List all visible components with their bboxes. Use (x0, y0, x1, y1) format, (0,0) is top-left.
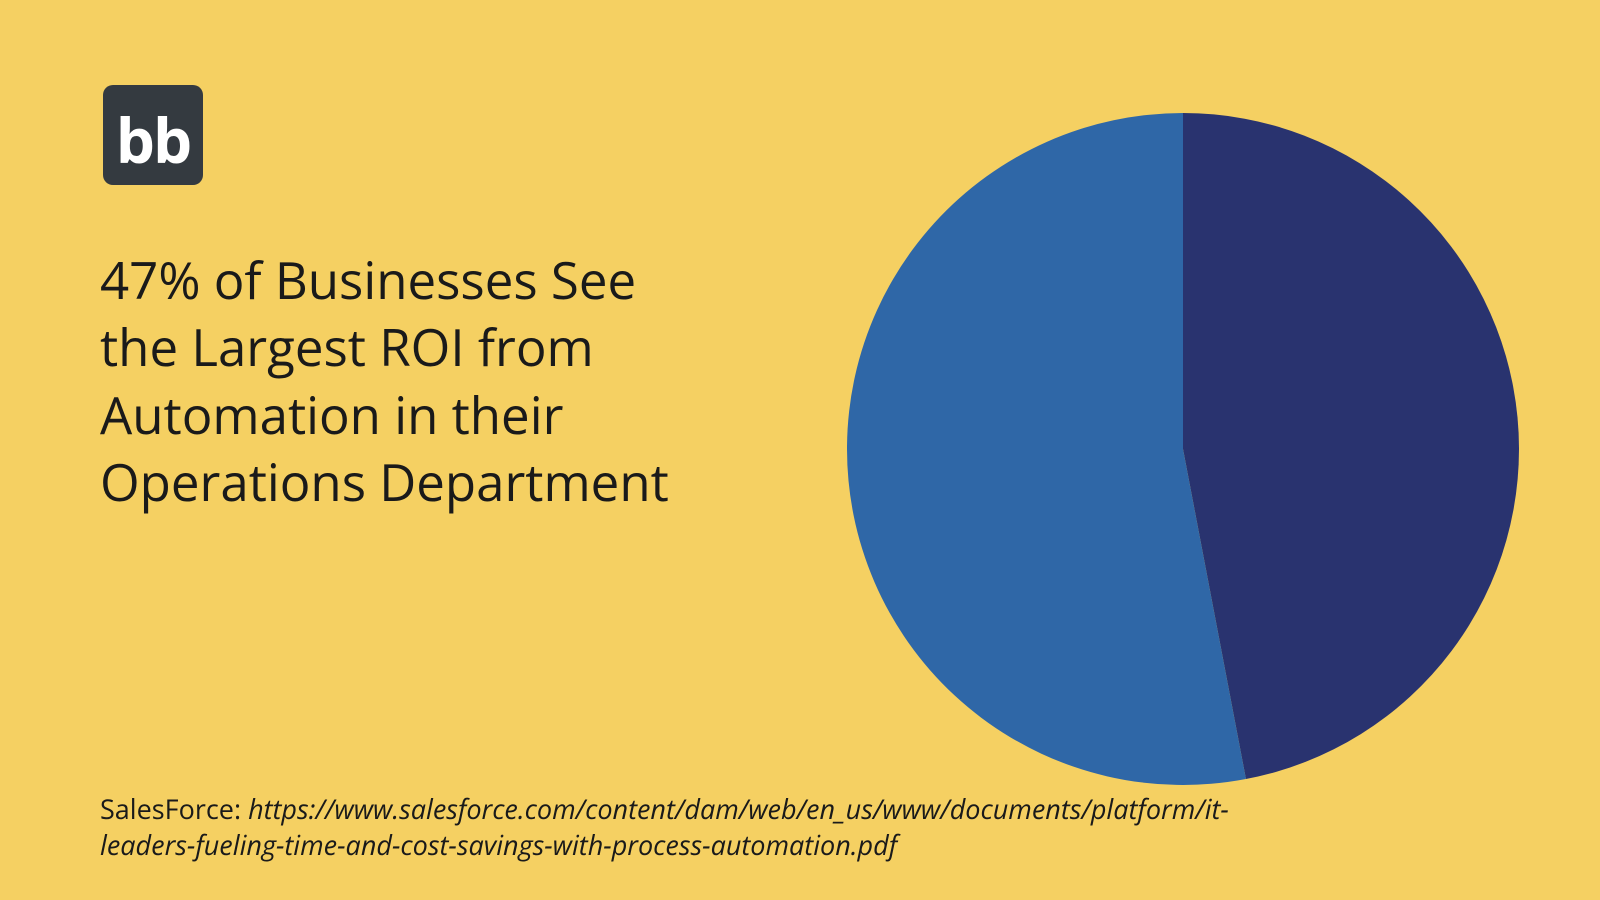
pie-slice-0 (1183, 113, 1519, 779)
source-url: https://www.salesforce.com/content/dam/w… (100, 790, 1229, 863)
source-label: SalesForce: (100, 790, 248, 827)
source-citation: SalesForce: https://www.salesforce.com/c… (100, 791, 1280, 864)
pie-chart (847, 113, 1519, 785)
headline-text: 47% of Businesses See the Largest ROI fr… (100, 246, 700, 515)
pie-chart-svg (847, 113, 1519, 785)
brand-logo-text: bb (116, 109, 190, 171)
slide-root: bb 47% of Businesses See the Largest ROI… (0, 0, 1600, 900)
brand-logo: bb (103, 85, 203, 185)
